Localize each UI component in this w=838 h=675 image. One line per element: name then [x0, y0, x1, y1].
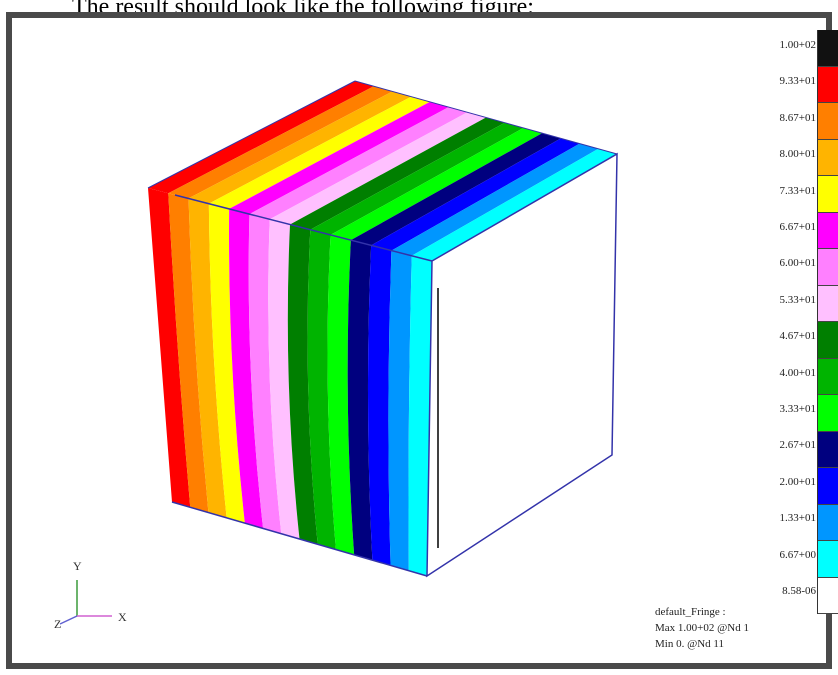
front-face-band	[188, 198, 227, 518]
legend-tick-label: 8.00+01	[779, 148, 816, 161]
front-face-band	[408, 255, 432, 577]
legend-swatch	[818, 358, 838, 395]
legend-swatch	[818, 431, 838, 468]
right-face	[426, 152, 618, 578]
top-face-band	[249, 107, 468, 220]
legend-tick-label: 2.67+01	[779, 439, 816, 452]
legend-swatch	[818, 66, 838, 103]
legend-swatch	[818, 577, 838, 614]
legend-swatch	[818, 541, 838, 578]
cube-edge	[147, 80, 356, 189]
top-face-band	[350, 133, 561, 246]
legend-swatch	[818, 395, 838, 432]
axis-x-label: X	[118, 610, 127, 624]
top-face-band	[208, 96, 430, 209]
front-face-band	[307, 229, 336, 550]
top-face-band	[371, 138, 580, 251]
front-face-band	[367, 245, 392, 566]
legend-tick-label: 1.00+02	[779, 39, 816, 51]
legend-swatch	[818, 322, 838, 359]
fringe-max: Max 1.00+02 @Nd 1	[655, 622, 749, 634]
cube-edge	[354, 80, 618, 155]
legend-tick-label: 6.67+01	[779, 221, 816, 233]
top-face-band	[269, 112, 486, 225]
legend-tick-label: 9.33+01	[779, 75, 816, 88]
top-face-band	[391, 143, 599, 256]
axis-z-label: Z	[54, 617, 62, 631]
fringe-min: Min 0. @Nd 11	[655, 638, 725, 650]
legend-color-bar	[817, 30, 838, 614]
legend-tick-label: 5.33+01	[779, 293, 816, 306]
legend-swatch	[818, 176, 838, 213]
cube-edge	[174, 194, 433, 262]
cube-edge	[171, 501, 428, 577]
front-face-band	[208, 203, 245, 524]
top-face-band	[188, 91, 412, 204]
legend-tick-label: 1.33+01	[779, 512, 816, 525]
legend-tick-label: 2.00+01	[779, 475, 816, 488]
top-face-band	[148, 81, 374, 194]
top-face-band	[168, 86, 393, 199]
top-face-band	[330, 127, 543, 241]
legend-swatch	[818, 504, 838, 541]
legend-swatch	[818, 468, 838, 505]
top-face-band	[411, 148, 617, 261]
legend-tick-label: 4.00+01	[779, 366, 816, 379]
front-face-band	[268, 219, 300, 540]
legend-labels: 1.00+02 9.33+01 8.67+01 8.00+01 7.33+01 6.67+…	[712, 18, 816, 628]
top-face-band	[310, 122, 524, 235]
legend-tick-label: 8.67+01	[779, 111, 816, 124]
legend-swatch	[818, 212, 838, 249]
legend-swatch	[818, 103, 838, 140]
front-face-band	[148, 188, 191, 508]
legend-tick-label: 6.67+00	[779, 548, 816, 561]
axis-y-label: Y	[73, 559, 82, 573]
legend-tick-label: 6.00+01	[779, 257, 816, 270]
front-face-band	[347, 240, 373, 561]
legend-swatch	[818, 249, 838, 286]
legend-tick-label: 8.58-06	[782, 585, 816, 597]
legend-tick-label: 4.67+01	[779, 330, 816, 343]
front-face-band	[168, 193, 209, 513]
front-face-band	[327, 234, 355, 555]
fringe-plot-scene[interactable]	[12, 18, 826, 663]
legend-swatch	[818, 30, 838, 67]
fringe-info: default_Fringe : Max 1.00+02 @Nd 1 Min 0…	[655, 604, 749, 652]
top-face-band	[290, 117, 505, 230]
legend-swatch	[818, 139, 838, 176]
fringe-title: default_Fringe :	[655, 606, 726, 618]
legend-tick-label: 7.33+01	[779, 184, 816, 197]
top-face-band	[229, 101, 449, 215]
front-face-band	[248, 214, 282, 534]
legend-tick-label: 3.33+01	[779, 403, 816, 415]
front-face-band	[229, 208, 264, 529]
front-face-band	[287, 224, 318, 545]
results-viewport[interactable]: 1.00+02 9.33+01 8.67+01 8.00+01 7.33+01 6.67+…	[6, 12, 838, 669]
axis-triad	[59, 580, 112, 625]
front-face-band	[388, 250, 412, 571]
legend-swatch	[818, 285, 838, 322]
